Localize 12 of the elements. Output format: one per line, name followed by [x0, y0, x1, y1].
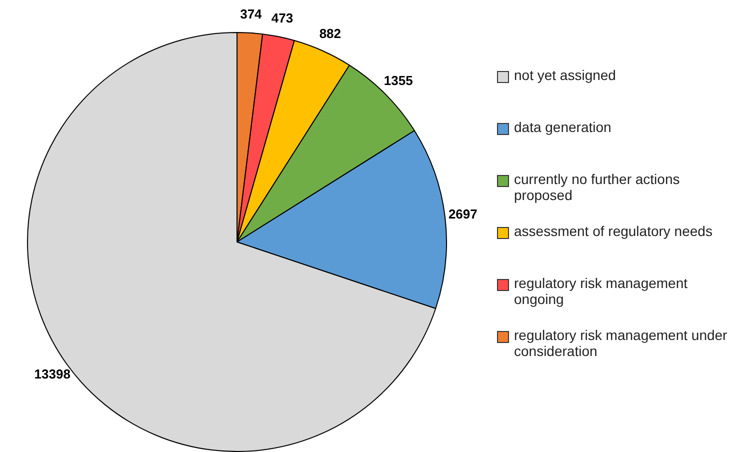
data-label: 2697 [448, 206, 478, 222]
legend-label: assessment of regulatory needs [514, 223, 712, 239]
legend-label: not yet assigned [514, 67, 616, 83]
data-label: 882 [319, 26, 342, 42]
data-label: 1355 [384, 73, 413, 88]
data-label: 13398 [34, 366, 70, 382]
data-label: 473 [271, 10, 294, 26]
legend-label: regulatory risk management under consideration [514, 327, 728, 359]
legend-label: data generation [514, 119, 612, 135]
legend-label: currently no further actions proposed [514, 171, 681, 203]
data-label: 374 [240, 6, 263, 22]
legend-label: regulatory risk management ongoing [514, 275, 689, 307]
